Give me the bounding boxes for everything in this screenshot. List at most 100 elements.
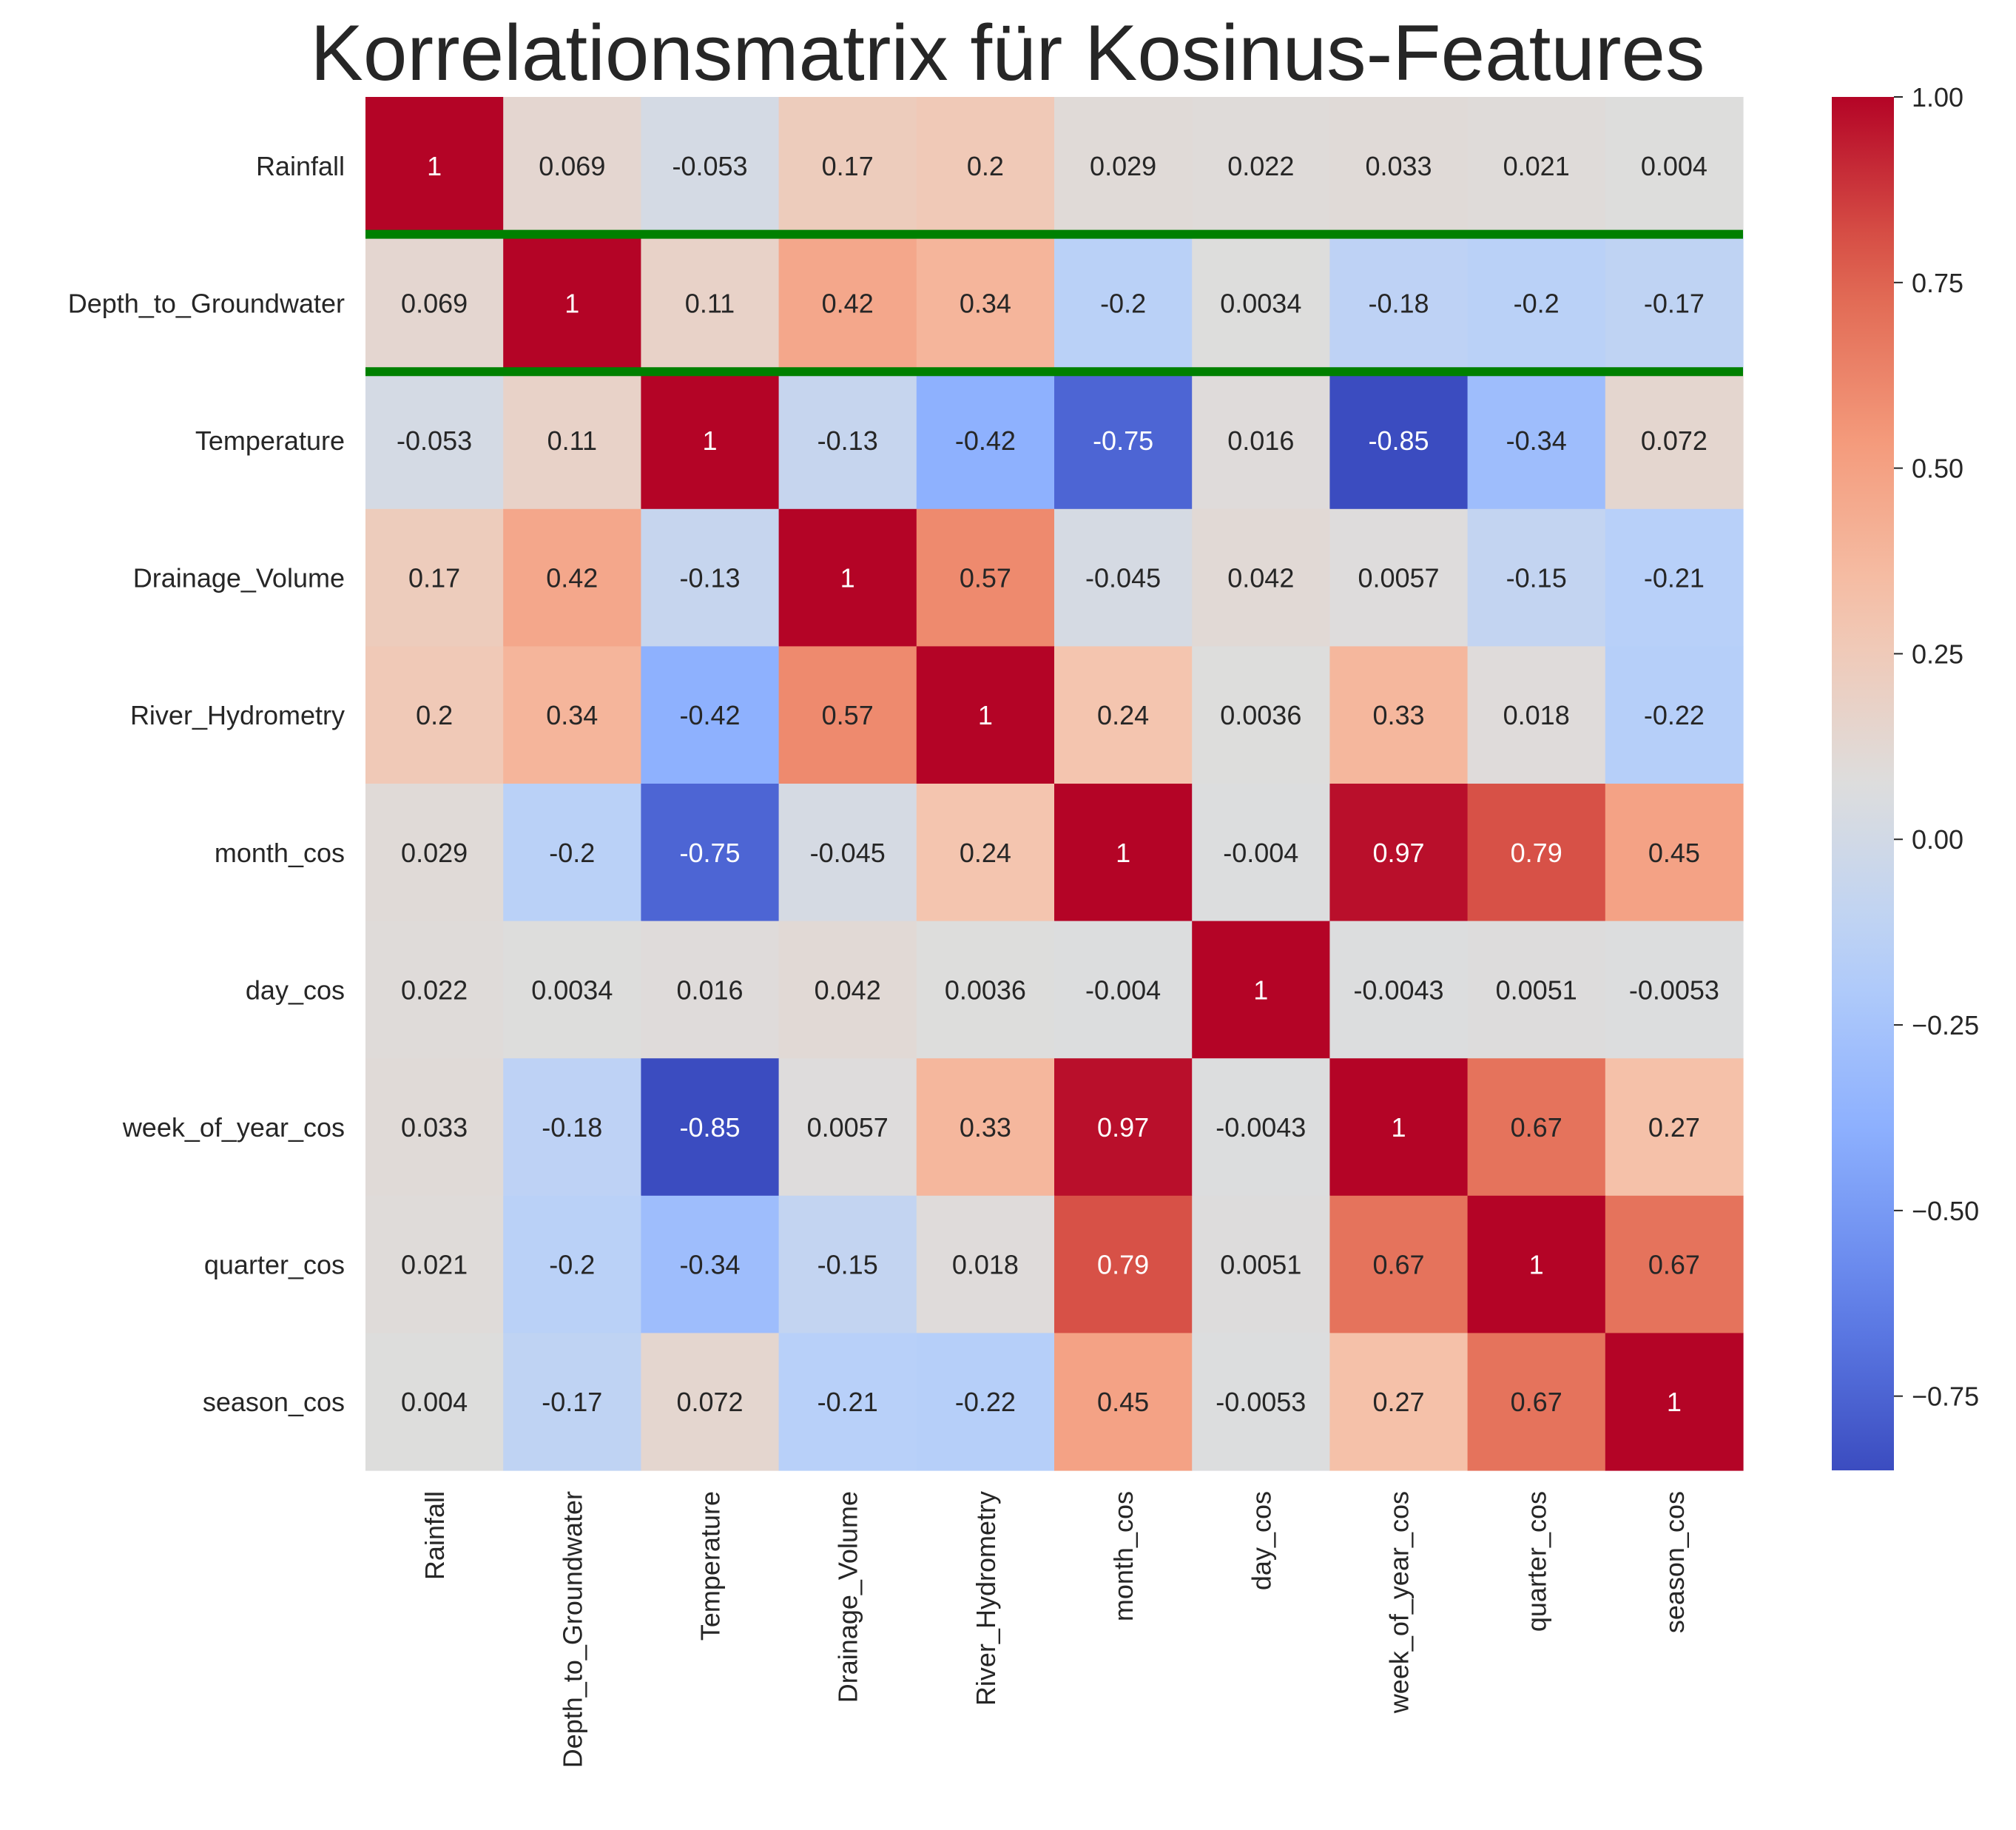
heatmap-cell <box>1605 1333 1744 1471</box>
cell-value-label: 0.0036 <box>1220 700 1301 730</box>
heatmap-cell <box>503 1333 641 1471</box>
heatmap-cell <box>778 97 917 235</box>
cell-value-label: -0.053 <box>397 425 472 456</box>
cell-value-label: 1 <box>702 425 717 456</box>
heatmap-cell-labels: 1 0.069 -0.053 0.17 0.2 0.029 0.022 0.033 0.021 0… <box>397 151 1719 1417</box>
cell-value-label: 0.24 <box>1097 700 1149 730</box>
cell-value-label: 0.0034 <box>531 975 613 1005</box>
highlight-row-border <box>365 229 1743 377</box>
cell-value-label: 0.67 <box>1511 1387 1562 1417</box>
row-tick-label: Temperature <box>195 425 345 456</box>
heatmap-cell <box>1329 646 1469 784</box>
heatmap-cell <box>1605 921 1744 1059</box>
cell-value-label: -0.2 <box>1514 288 1560 318</box>
column-tick-label: Temperature <box>695 1491 726 1641</box>
cell-value-label: 0.17 <box>408 563 460 593</box>
cell-value-label: -0.0043 <box>1353 975 1443 1005</box>
row-tick-label: quarter_cos <box>204 1250 345 1280</box>
heatmap-cell <box>916 508 1055 647</box>
heatmap-cell <box>778 1333 917 1471</box>
heatmap-cell <box>1467 1058 1606 1197</box>
cell-value-label: 0.0036 <box>945 975 1026 1005</box>
row-tick-label: month_cos <box>215 838 345 868</box>
heatmap-cell <box>1329 1333 1469 1471</box>
colorbar-tick-label: 0.25 <box>1912 639 1963 669</box>
heatmap-cell <box>365 646 504 784</box>
cell-value-label: 0.11 <box>685 288 735 318</box>
heatmap-cell <box>1605 1195 1744 1333</box>
colorbar: 1.00 0.75 0.50 0.25 0.00 −0.25 −0.50 −0.75 <box>1832 82 1979 1470</box>
cell-value-label: -0.004 <box>1223 838 1298 868</box>
colorbar-gradient <box>1832 97 1894 1470</box>
cell-value-label: 0.016 <box>676 975 743 1005</box>
cell-value-label: 0.029 <box>401 838 468 868</box>
cell-value-label: 0.029 <box>1090 151 1156 181</box>
heatmap-cell <box>1192 1333 1330 1471</box>
heatmap-cell <box>916 646 1055 784</box>
heatmap-cell <box>365 1333 504 1471</box>
heatmap-cell <box>1467 1333 1606 1471</box>
heatmap-cell <box>1054 1195 1193 1333</box>
cell-value-label: -0.17 <box>542 1387 602 1417</box>
heatmap-cell <box>1467 371 1606 510</box>
cell-value-label: -0.0053 <box>1629 975 1719 1005</box>
cell-value-label: 0.0051 <box>1220 1250 1301 1280</box>
heatmap-cell <box>1054 234 1193 372</box>
colorbar-tick-label: −0.50 <box>1912 1196 1979 1226</box>
cell-value-label: -0.42 <box>955 425 1016 456</box>
heatmap-cell <box>916 1333 1055 1471</box>
heatmap-cell <box>503 784 641 922</box>
cell-value-label: 1 <box>1116 838 1130 868</box>
cell-value-label: -0.85 <box>679 1112 740 1143</box>
cell-value-label: -0.045 <box>810 838 886 868</box>
cell-value-label: 1 <box>1391 1112 1406 1143</box>
heatmap-cell <box>365 1195 504 1333</box>
heatmap-cell <box>1329 234 1469 372</box>
cell-value-label: 0.042 <box>815 975 881 1005</box>
cell-value-label: 0.033 <box>401 1112 468 1143</box>
heatmap-cell <box>1329 1195 1469 1333</box>
cell-value-label: 0.018 <box>952 1250 1019 1280</box>
cell-value-label: 0.57 <box>960 563 1011 593</box>
heatmap-cell <box>503 646 641 784</box>
heatmap-cell <box>503 1195 641 1333</box>
heatmap-cell <box>641 1058 780 1197</box>
heatmap-cell <box>916 97 1055 235</box>
heatmap-cell <box>778 508 917 647</box>
cell-value-label: -0.004 <box>1085 975 1161 1005</box>
cell-value-label: 0.018 <box>1503 700 1570 730</box>
heatmap-cells <box>365 97 1744 1471</box>
heatmap-cell <box>1605 784 1744 922</box>
cell-value-label: 1 <box>1667 1387 1682 1417</box>
heatmap-cell <box>916 234 1055 372</box>
colorbar-tick-label: 0.50 <box>1912 454 1963 484</box>
heatmap-cell <box>1054 784 1193 922</box>
cell-value-label: 0.033 <box>1365 151 1432 181</box>
heatmap-cell <box>1605 646 1744 784</box>
heatmap-cell <box>778 784 917 922</box>
cell-value-label: 0.34 <box>546 700 598 730</box>
cell-value-label: 0.2 <box>416 700 453 730</box>
heatmap-cell <box>641 371 780 510</box>
heatmap-cell <box>916 921 1055 1059</box>
cell-value-label: 0.67 <box>1372 1250 1424 1280</box>
column-tick-label: season_cos <box>1659 1491 1690 1633</box>
heatmap-cell <box>778 234 917 372</box>
cell-value-label: 0.0034 <box>1220 288 1301 318</box>
cell-value-label: -0.2 <box>1100 288 1146 318</box>
heatmap-cell <box>1054 646 1193 784</box>
cell-value-label: 1 <box>840 563 855 593</box>
cell-value-label: -0.18 <box>1368 288 1429 318</box>
cell-value-label: 0.021 <box>401 1250 468 1280</box>
cell-value-label: -0.22 <box>1644 700 1705 730</box>
heatmap-cell <box>503 1058 641 1197</box>
heatmap-cell <box>641 784 780 922</box>
heatmap-cell <box>641 234 780 372</box>
heatmap-cell <box>1467 97 1606 235</box>
heatmap-cell <box>365 371 504 510</box>
heatmap-cell <box>916 371 1055 510</box>
heatmap-cell <box>778 1195 917 1333</box>
cell-value-label: 0.67 <box>1648 1250 1700 1280</box>
cell-value-label: 0.069 <box>401 288 468 318</box>
